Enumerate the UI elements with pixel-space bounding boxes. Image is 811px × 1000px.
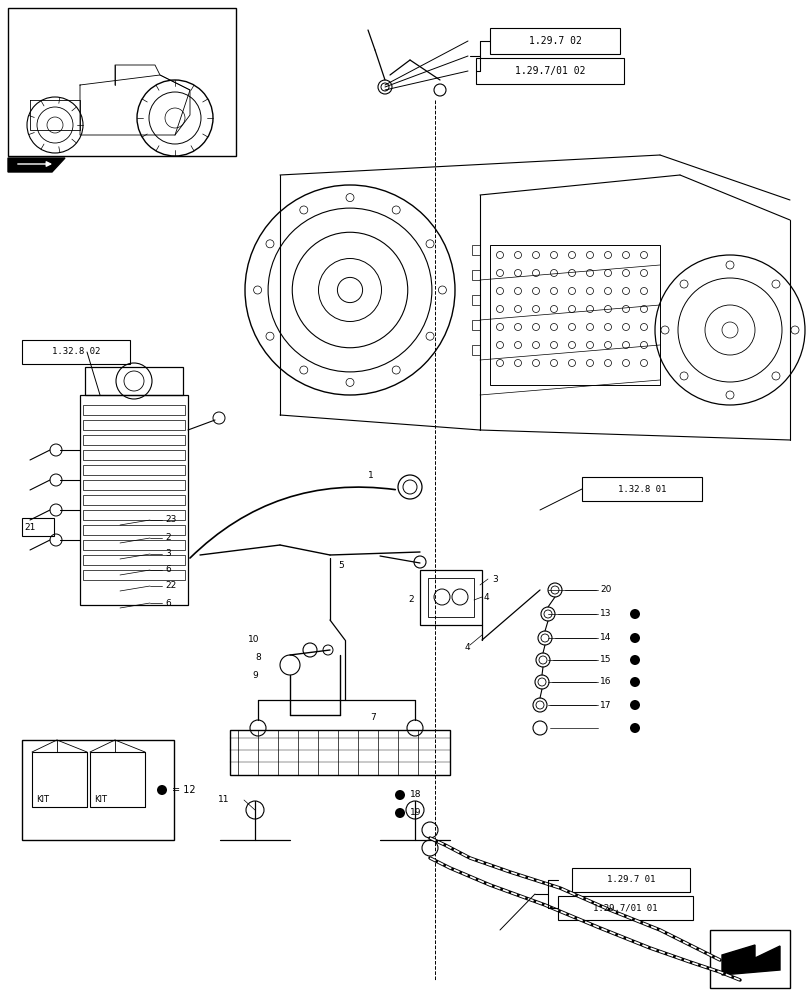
Text: 21: 21 [24,522,36,532]
Circle shape [629,655,639,665]
Text: 16: 16 [599,678,611,686]
Bar [471,295,479,305]
Text: 6: 6 [165,598,170,607]
Bar [471,345,479,355]
Bar [489,245,659,385]
Bar [557,896,692,920]
Bar [83,480,185,490]
Bar [419,570,482,625]
Text: 3: 3 [491,574,497,584]
Text: 19: 19 [410,808,421,817]
Bar [90,752,145,807]
Circle shape [394,808,405,818]
Bar [83,465,185,475]
Bar [581,477,702,501]
Bar [22,740,174,840]
Bar [230,730,449,775]
Bar [32,752,87,807]
Circle shape [629,700,639,710]
Bar [83,510,185,520]
Bar [8,8,236,156]
Text: 9: 9 [251,670,257,680]
Text: 3: 3 [165,550,170,558]
Bar [427,578,474,617]
Polygon shape [8,158,65,172]
Bar [83,420,185,430]
Bar [83,570,185,580]
Bar [22,340,130,364]
Text: = 12: = 12 [172,785,195,795]
Bar [471,245,479,255]
Text: 1.29.7 02: 1.29.7 02 [528,36,581,46]
Bar [571,868,689,892]
Bar [83,450,185,460]
Bar [83,435,185,445]
Bar [83,525,185,535]
Text: 7: 7 [370,714,375,722]
Bar [83,405,185,415]
Text: 17: 17 [599,700,611,710]
Bar [471,320,479,330]
Bar [709,930,789,988]
Text: 20: 20 [599,585,611,594]
Text: KIT: KIT [94,795,107,804]
Text: 4: 4 [465,643,470,652]
Circle shape [394,790,405,800]
Bar [83,555,185,565]
Text: 11: 11 [217,795,230,804]
Text: 4: 4 [483,593,489,602]
Bar [22,518,54,536]
Bar [83,540,185,550]
Text: 22: 22 [165,582,176,590]
Text: 1: 1 [367,472,373,481]
Bar [489,28,620,54]
Circle shape [157,785,167,795]
Text: 23: 23 [165,516,176,524]
Bar [471,270,479,280]
Text: 8: 8 [255,654,260,662]
Text: 6: 6 [165,566,170,574]
Circle shape [629,633,639,643]
Circle shape [629,609,639,619]
Circle shape [629,723,639,733]
Text: 5: 5 [337,560,343,570]
Text: 13: 13 [599,609,611,618]
Text: 1.32.8 01: 1.32.8 01 [617,485,665,493]
Text: KIT: KIT [36,795,49,804]
Text: 1.29.7/01 02: 1.29.7/01 02 [514,66,585,76]
Bar [80,395,188,605]
Bar [83,495,185,505]
Text: 10: 10 [247,636,260,645]
Text: 2: 2 [407,595,413,604]
Text: 15: 15 [599,656,611,664]
Text: 1.32.8 02: 1.32.8 02 [52,348,100,357]
Bar [475,58,623,84]
Text: 1.29.7/01 01: 1.29.7/01 01 [593,903,657,912]
Text: 2: 2 [165,534,170,542]
Polygon shape [721,945,779,975]
Text: 1.29.7 01: 1.29.7 01 [606,876,654,884]
Text: 18: 18 [410,790,421,799]
Bar [85,367,182,395]
Circle shape [629,677,639,687]
Text: 14: 14 [599,634,611,643]
